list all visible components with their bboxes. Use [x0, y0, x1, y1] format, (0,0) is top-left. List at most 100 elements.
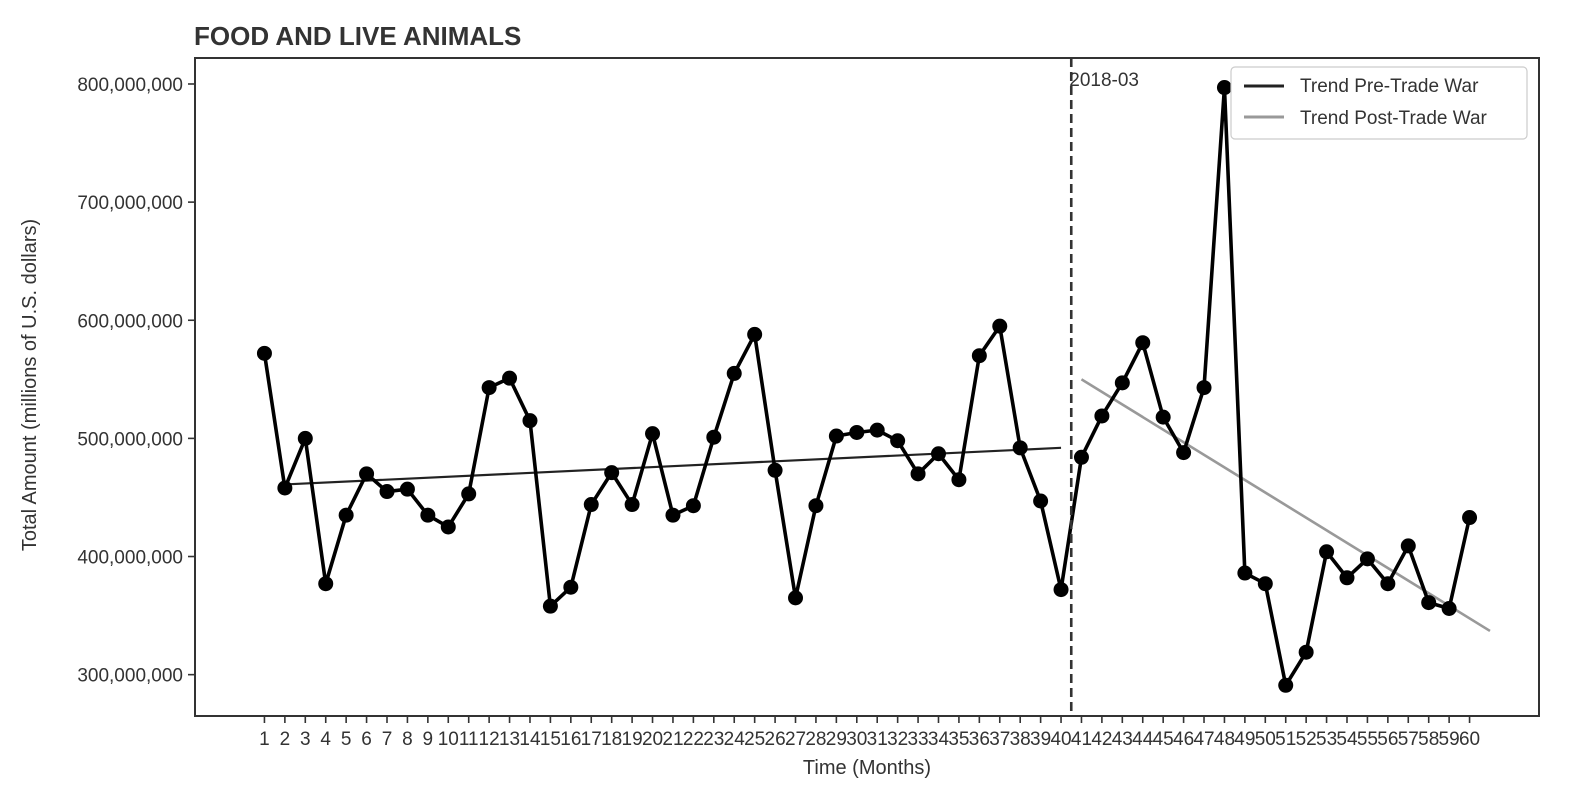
- data-point: [1155, 409, 1171, 425]
- x-tick-label: 25: [744, 729, 765, 750]
- x-tick-label: 29: [826, 729, 847, 750]
- data-point: [399, 481, 415, 497]
- data-point: [1319, 544, 1335, 560]
- x-axis: 1 2 3 4 5 6 7 8 9 10 11 12 13 14 15 16 17 18 19 20 21 22 23 24 2…: [259, 716, 1480, 750]
- data-point: [1400, 538, 1416, 554]
- x-tick-label: 18: [601, 729, 622, 750]
- legend-label-pre: Trend Pre-Trade War: [1300, 76, 1479, 97]
- x-tick-label: 6: [361, 729, 372, 750]
- x-tick-label: 28: [805, 729, 826, 750]
- x-tick-label: 5: [341, 729, 352, 750]
- legend-label-post: Trend Post-Trade War: [1300, 108, 1488, 129]
- data-point: [1196, 380, 1212, 396]
- x-tick-label: 8: [402, 729, 413, 750]
- x-tick-label: 30: [846, 729, 867, 750]
- data-point: [542, 598, 558, 614]
- data-point: [1380, 576, 1396, 592]
- x-tick-label: 41: [1071, 729, 1092, 750]
- x-tick-label: 53: [1316, 729, 1337, 750]
- data-point: [910, 466, 926, 482]
- data-point: [1298, 644, 1314, 660]
- x-tick-label: 19: [622, 729, 643, 750]
- data-point: [338, 507, 354, 523]
- data-point: [624, 497, 640, 513]
- data-point: [685, 498, 701, 514]
- series-line: [262, 85, 1472, 688]
- data-point: [992, 318, 1008, 334]
- data-point: [420, 507, 436, 523]
- data-point: [318, 576, 334, 592]
- x-tick-label: 7: [382, 729, 393, 750]
- data-point: [1216, 80, 1232, 96]
- x-tick-label: 10: [438, 729, 459, 750]
- x-tick-label: 17: [581, 729, 602, 750]
- x-tick-label: 27: [785, 729, 806, 750]
- x-axis-label: Time (Months): [803, 757, 931, 779]
- x-tick-label: 11: [459, 729, 479, 750]
- x-tick-label: 48: [1214, 729, 1235, 750]
- data-point: [522, 413, 538, 429]
- data-point: [1012, 440, 1028, 456]
- data-point: [1462, 510, 1478, 526]
- x-tick-label: 38: [1010, 729, 1031, 750]
- x-tick-label: 45: [1153, 729, 1174, 750]
- x-tick-label: 15: [540, 729, 561, 750]
- data-point: [1237, 565, 1253, 581]
- data-point: [1278, 677, 1294, 693]
- x-tick-label: 24: [724, 729, 746, 750]
- x-tick-label: 55: [1357, 729, 1378, 750]
- y-tick-label: 800,000,000: [77, 75, 183, 96]
- data-point: [1176, 445, 1192, 461]
- x-tick-label: 43: [1112, 729, 1133, 750]
- x-tick-label: 1: [259, 729, 270, 750]
- data-point: [563, 579, 579, 595]
- data-point: [767, 462, 783, 478]
- x-tick-label: 2: [280, 729, 291, 750]
- data-point: [869, 422, 885, 438]
- x-tick-label: 60: [1459, 729, 1480, 750]
- data-points: [256, 80, 1478, 693]
- data-point: [645, 426, 661, 442]
- data-point: [1114, 375, 1130, 391]
- data-point: [971, 348, 987, 364]
- x-tick-label: 34: [928, 729, 950, 750]
- x-tick-label: 58: [1418, 729, 1439, 750]
- data-point: [583, 497, 599, 513]
- y-tick-label: 400,000,000: [77, 548, 183, 569]
- data-point: [297, 430, 313, 446]
- x-tick-label: 21: [662, 729, 683, 750]
- y-axis: 300,000,000 400,000,000 500,000,000 600,000…: [77, 75, 195, 687]
- data-point: [440, 519, 456, 535]
- data-point: [726, 365, 742, 381]
- x-tick-label: 46: [1173, 729, 1194, 750]
- data-point: [747, 326, 763, 342]
- x-tick-label: 54: [1336, 729, 1358, 750]
- data-point: [502, 370, 518, 386]
- x-tick-label: 37: [989, 729, 1010, 750]
- data-point: [481, 380, 497, 396]
- x-tick-label: 12: [479, 729, 500, 750]
- x-tick-label: 22: [683, 729, 704, 750]
- data-point: [951, 472, 967, 488]
- x-tick-label: 14: [519, 729, 541, 750]
- x-tick-label: 13: [499, 729, 520, 750]
- x-tick-label: 59: [1439, 729, 1460, 750]
- x-tick-label: 52: [1296, 729, 1317, 750]
- y-axis-label: Total Amount (millions of U.S. dollars): [19, 219, 41, 551]
- data-point: [788, 590, 804, 606]
- x-tick-label: 44: [1132, 729, 1154, 750]
- x-tick-label: 36: [969, 729, 990, 750]
- x-tick-label: 51: [1275, 729, 1296, 750]
- data-point: [379, 484, 395, 500]
- x-tick-label: 42: [1091, 729, 1112, 750]
- legend: Trend Pre-Trade War Trend Post-Trade War: [1230, 66, 1528, 140]
- y-tick-label: 300,000,000: [77, 666, 183, 687]
- x-tick-label: 47: [1193, 729, 1214, 750]
- y-tick-label: 600,000,000: [77, 311, 183, 332]
- x-tick-label: 4: [320, 729, 331, 750]
- data-point: [277, 480, 293, 496]
- data-point: [706, 429, 722, 445]
- x-tick-label: 50: [1255, 729, 1276, 750]
- data-point: [1033, 493, 1049, 509]
